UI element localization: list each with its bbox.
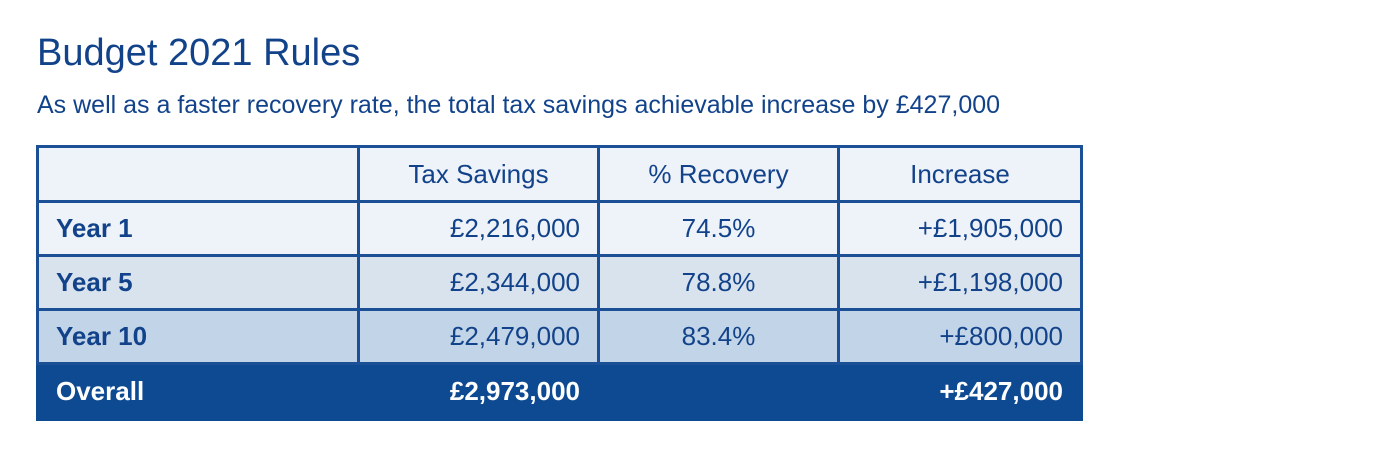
increase-cell: +£1,905,000 — [837, 200, 1083, 257]
table-row: Year 10 £2,479,000 83.4% +£800,000 — [36, 308, 1083, 365]
row-label: Year 1 — [36, 200, 360, 257]
header-increase: Increase — [837, 145, 1083, 203]
tax-savings-cell: £2,479,000 — [357, 308, 600, 365]
recovery-cell: 74.5% — [597, 200, 840, 257]
table-row: Year 5 £2,344,000 78.8% +£1,198,000 — [36, 254, 1083, 311]
total-increase-cell: +£427,000 — [837, 362, 1083, 421]
row-label: Year 5 — [36, 254, 360, 311]
tax-savings-cell: £2,216,000 — [357, 200, 600, 257]
page-subtitle: As well as a faster recovery rate, the t… — [37, 91, 1001, 119]
recovery-cell: 83.4% — [597, 308, 840, 365]
header-blank — [36, 145, 360, 203]
table-row: Year 1 £2,216,000 74.5% +£1,905,000 — [36, 200, 1083, 257]
page-title: Budget 2021 Rules — [37, 32, 361, 74]
total-row: Overall £2,973,000 +£427,000 — [36, 362, 1083, 421]
total-recovery-cell — [597, 362, 840, 421]
header-tax-savings: Tax Savings — [357, 145, 600, 203]
header-recovery: % Recovery — [597, 145, 840, 203]
increase-cell: +£1,198,000 — [837, 254, 1083, 311]
row-label: Year 10 — [36, 308, 360, 365]
total-label: Overall — [36, 362, 360, 421]
total-tax-savings-cell: £2,973,000 — [357, 362, 600, 421]
tax-savings-table: Tax Savings % Recovery Increase Year 1 £… — [36, 145, 1083, 421]
tax-savings-cell: £2,344,000 — [357, 254, 600, 311]
recovery-cell: 78.8% — [597, 254, 840, 311]
increase-cell: +£800,000 — [837, 308, 1083, 365]
table-header-row: Tax Savings % Recovery Increase — [36, 145, 1083, 203]
